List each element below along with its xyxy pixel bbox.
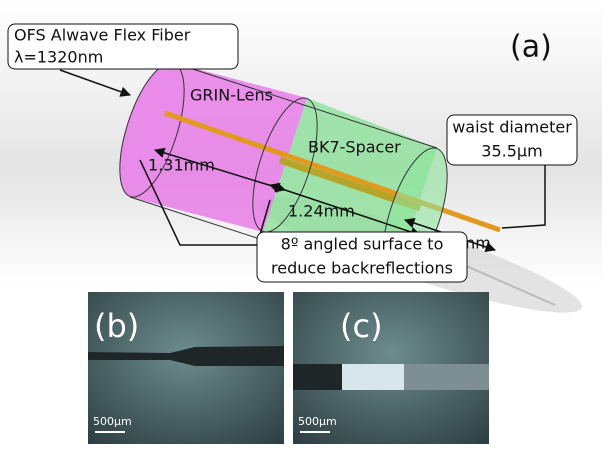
grin-lens-label: GRIN-Lens: [190, 86, 273, 105]
panel-c: (c) 500µm: [293, 292, 489, 444]
length-label: 1.31mm: [148, 156, 215, 175]
panel-label: (c): [340, 307, 383, 345]
panel-b: (b) 500µm: [88, 292, 284, 444]
callout-text: λ=1320nm: [14, 48, 103, 67]
figure: 1.31mm 1.24mm 0.75mm GRIN-Lens BK7-Space…: [0, 0, 602, 449]
spacer-label: BK7-Spacer: [308, 138, 401, 157]
callout-text: OFS Alwave Flex Fiber: [14, 26, 191, 45]
scale-label: 500µm: [298, 415, 337, 428]
panel-label: (b): [94, 307, 139, 345]
scale-label: 500µm: [93, 415, 132, 428]
lens-image: [404, 364, 489, 390]
callout-text: waist diameter: [452, 118, 572, 137]
spacer-image: [342, 364, 404, 390]
callout-text: 35.5µm: [481, 142, 542, 161]
panel-a: 1.31mm 1.24mm 0.75mm GRIN-Lens BK7-Space…: [0, 0, 602, 331]
length-label: 1.24mm: [288, 202, 355, 221]
callout-text: 8º angled surface to: [281, 235, 444, 254]
panel-label: (a): [510, 30, 552, 65]
callout-text: reduce backreflections: [271, 259, 453, 278]
